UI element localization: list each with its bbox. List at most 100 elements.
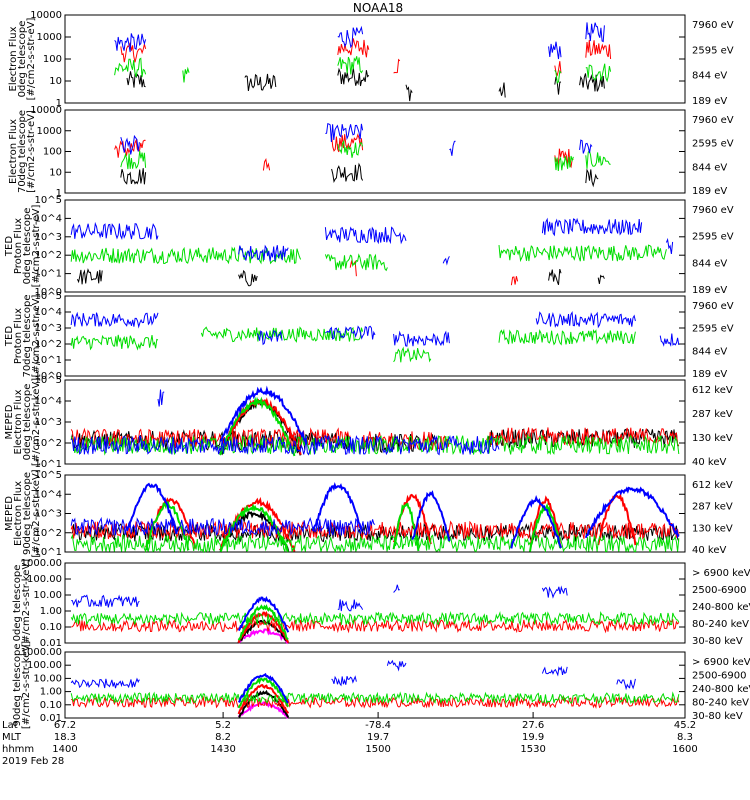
- series-2-2: [70, 244, 667, 272]
- y-tick-label-0-4: 1: [56, 98, 62, 109]
- series-0-0: [126, 67, 605, 102]
- y-tick-label-7-0: 1000.00: [21, 647, 62, 658]
- series-7-3: [70, 677, 680, 709]
- burst-3-3-1: [256, 330, 283, 346]
- burst-5-3-0: [70, 516, 376, 537]
- arc-7-3-0: [237, 677, 290, 709]
- y-tick-label-3-3: 10^2: [35, 339, 62, 350]
- x-tick-lat-2: -78.4: [365, 720, 391, 731]
- y-axis-label-0-1: 0deg telescope: [17, 21, 28, 98]
- burst-7-4-1: [331, 675, 357, 687]
- x-row-label-lat: Lat: [2, 720, 18, 731]
- burst-0-3-3: [585, 22, 605, 43]
- burst-3-3-4: [535, 311, 636, 329]
- y-tick-label-4-2: 10^3: [35, 417, 62, 428]
- burst-0-1-1: [337, 38, 370, 58]
- burst-5-2-0: [70, 533, 680, 554]
- series-2-0: [76, 268, 605, 287]
- y-tick-label-5-4: 10^1: [35, 547, 62, 558]
- burst-0-0-5: [554, 76, 562, 95]
- y-axis-label-3-2: 70deg telescope: [22, 294, 33, 377]
- y-tick-label-2-5: 10^0: [35, 287, 62, 298]
- legend-entry-6-3: 80-240 keV: [692, 619, 749, 630]
- burst-2-3-4: [541, 217, 643, 237]
- burst-0-2-0: [114, 57, 147, 78]
- arc-5-3-0: [126, 482, 178, 535]
- series-1-0: [120, 162, 599, 188]
- y-axis-label-0-2: [#/cm2-s-str-eV]: [26, 18, 37, 101]
- arc-7-4-0: [237, 672, 289, 704]
- legend-entry-7-3: 80-240 keV: [692, 698, 749, 709]
- y-tick-label-7-1: 100.00: [27, 660, 62, 671]
- burst-1-2-1: [337, 139, 364, 158]
- burst-2-3-3: [442, 256, 450, 266]
- series-5-3: [70, 482, 680, 549]
- burst-2-1-1: [510, 276, 519, 286]
- y-tick-label-3-5: 10^0: [35, 371, 62, 382]
- x-tick-hhmm-0: 1400: [52, 744, 77, 755]
- y-axis-label-5-1: Electron Flux: [13, 481, 24, 546]
- y-tick-label-7-3: 1.00: [40, 687, 62, 698]
- burst-1-3-1: [325, 123, 364, 143]
- legend-entry-5-3: 40 keV: [692, 545, 726, 556]
- y-tick-label-1-3: 10: [49, 167, 62, 178]
- burst-1-2-3: [585, 149, 611, 169]
- y-tick-label-1-1: 1000: [37, 126, 62, 137]
- burst-4-3-0: [70, 434, 500, 456]
- legend-entry-3-3: 189 eV: [692, 369, 727, 380]
- burst-0-2-1: [182, 66, 190, 83]
- burst-1-3-3: [579, 139, 593, 154]
- burst-3-3-3: [393, 330, 450, 347]
- x-tick-hhmm-2: 1500: [365, 744, 390, 755]
- y-tick-label-3-0: 10^5: [35, 291, 62, 302]
- y-axis-label-6-0: 0deg telescope: [12, 565, 23, 642]
- burst-0-2-4: [585, 63, 612, 83]
- burst-3-2-3: [498, 328, 636, 346]
- series-0-3: [114, 22, 605, 60]
- y-tick-label-1-4: 1: [56, 188, 62, 199]
- x-tick-lat-1: 5.2: [215, 720, 231, 731]
- series-3-3: [70, 311, 680, 347]
- legend-entry-1-3: 189 eV: [692, 186, 727, 197]
- legend-entry-1-2: 844 eV: [692, 162, 727, 173]
- legend-entry-6-4: 30-80 keV: [692, 636, 743, 647]
- x-row-label-mlt: MLT: [2, 732, 22, 743]
- burst-2-0-1: [238, 269, 258, 287]
- y-axis-label-7-1: [#/cm2-s-str-keV]: [21, 641, 32, 729]
- panel-frame-3: [64, 295, 686, 377]
- burst-2-3-0: [70, 221, 159, 240]
- burst-7-4-2: [386, 659, 407, 672]
- y-axis-label-5-3: [#/cm2-s-str-keV]: [31, 469, 42, 557]
- burst-7-2-0: [71, 695, 680, 709]
- y-tick-label-3-4: 10^1: [35, 355, 62, 366]
- y-tick-label-7-4: 0.10: [40, 700, 62, 711]
- burst-0-0-0: [126, 71, 146, 88]
- burst-1-3-0: [120, 134, 140, 155]
- y-tick-label-2-2: 10^3: [35, 232, 62, 243]
- burst-6-3-0: [70, 610, 680, 627]
- burst-2-0-2: [548, 268, 562, 285]
- burst-0-2-2: [337, 56, 364, 75]
- arc-5-2-3: [529, 502, 562, 552]
- y-tick-label-6-2: 10.00: [33, 590, 62, 601]
- series-6-0: [238, 627, 290, 645]
- legend-entry-0-0: 7960 eV: [692, 20, 734, 31]
- burst-0-0-6: [579, 73, 605, 92]
- burst-3-3-5: [659, 333, 680, 347]
- arc-5-3-2: [411, 490, 451, 542]
- legend-entry-4-2: 130 keV: [692, 433, 733, 444]
- series-3-2: [70, 326, 636, 363]
- y-tick-label-6-1: 100.00: [27, 574, 62, 585]
- burst-2-0-0: [76, 268, 103, 285]
- burst-1-1-1: [262, 158, 271, 171]
- legend-entry-0-1: 2595 eV: [692, 45, 734, 56]
- legend-entry-2-2: 844 eV: [692, 258, 727, 269]
- burst-3-3-0: [70, 311, 159, 329]
- legend-entry-2-1: 2595 eV: [692, 232, 734, 243]
- y-tick-label-1-2: 100: [43, 147, 62, 158]
- x-tick-hhmm-1: 1430: [210, 744, 235, 755]
- y-axis-label-4-2: 0deg telescope: [22, 384, 33, 461]
- burst-0-0-3: [405, 84, 413, 102]
- series-2-1: [349, 259, 519, 286]
